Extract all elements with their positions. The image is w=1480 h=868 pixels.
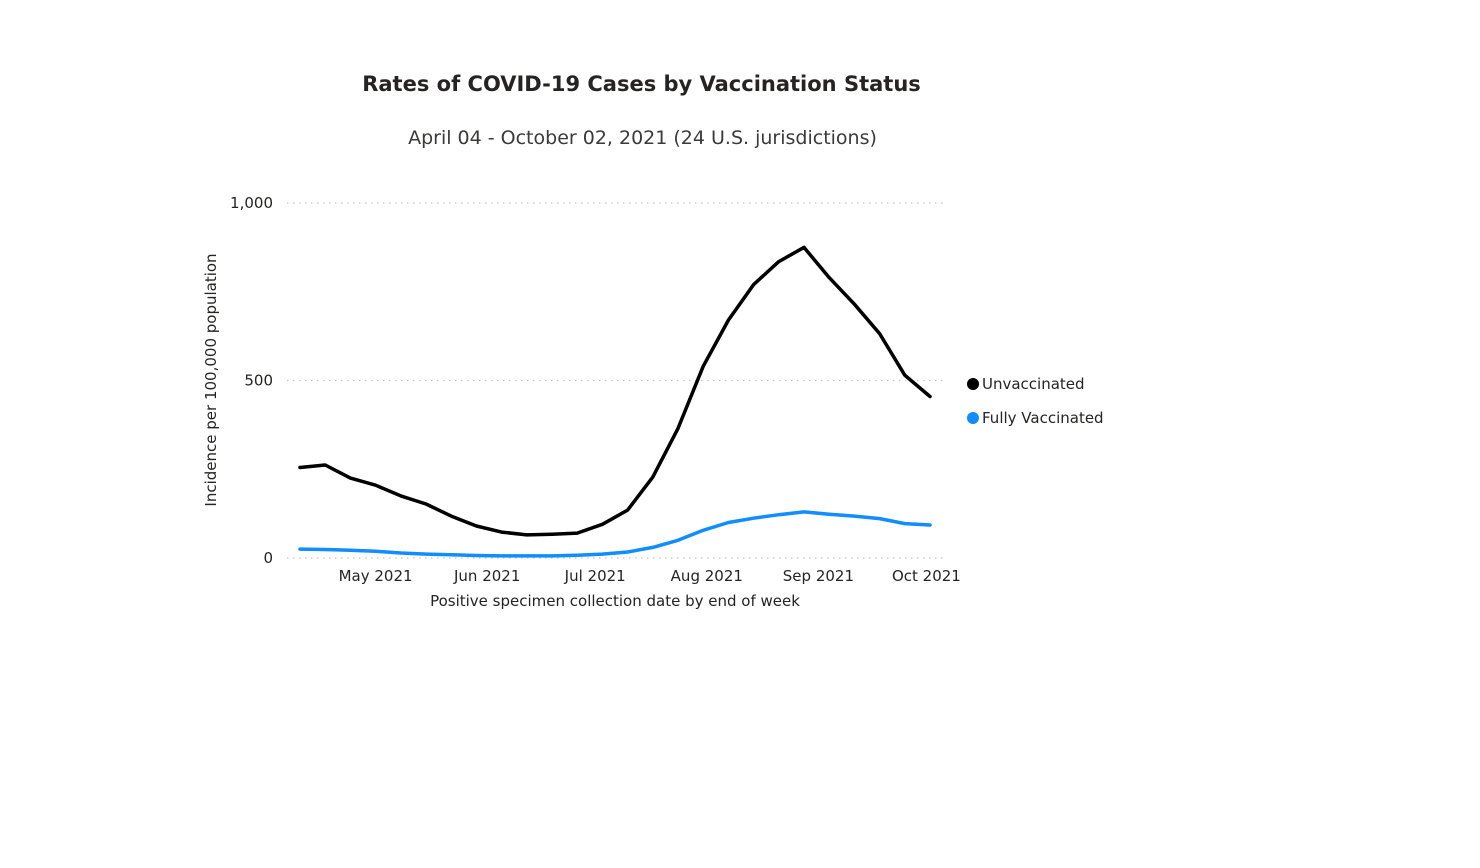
x-tick-label: Sep 2021 — [783, 567, 854, 585]
x-tick-label: Jul 2021 — [564, 567, 626, 585]
series-line-unvaccinated — [298, 245, 932, 537]
legend-label: Fully Vaccinated — [982, 409, 1104, 427]
legend: Unvaccinated Fully Vaccinated — [967, 375, 1104, 427]
legend-label: Unvaccinated — [982, 375, 1085, 393]
legend-marker — [967, 412, 979, 424]
y-tick-label: 500 — [244, 372, 273, 390]
gridlines — [287, 202, 943, 559]
x-tick-label: Oct 2021 — [892, 567, 961, 585]
y-tick-label: 1,000 — [230, 194, 273, 212]
chart-subtitle: April 04 - October 02, 2021 (24 U.S. jur… — [408, 127, 877, 149]
x-tick-label: May 2021 — [339, 567, 413, 585]
y-tick-label: 0 — [263, 549, 273, 567]
chart-title: Rates of COVID-19 Cases by Vaccination S… — [362, 72, 921, 96]
legend-marker — [967, 378, 979, 390]
x-tick-label: Aug 2021 — [671, 567, 743, 585]
x-axis-title: Positive specimen collection date by end… — [430, 592, 800, 610]
x-tick-label: Jun 2021 — [453, 567, 520, 585]
series-lines — [298, 245, 932, 558]
y-axis-title: Incidence per 100,000 population — [202, 253, 220, 506]
y-axis-ticks: 0 500 1,000 — [230, 194, 273, 567]
x-axis-ticks: May 2021 Jun 2021 Jul 2021 Aug 2021 Sep 2021… — [339, 567, 961, 585]
series-line-fully-vaccinated — [298, 510, 932, 558]
